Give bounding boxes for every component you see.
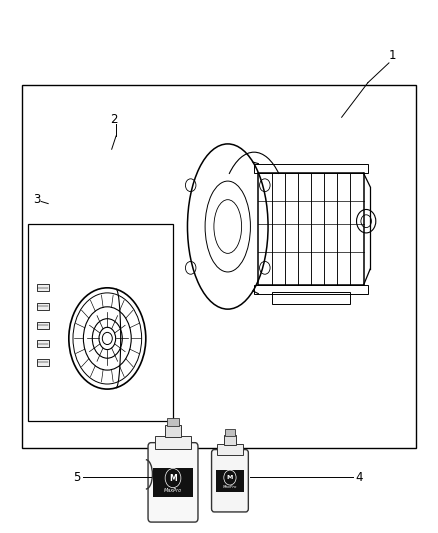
- Bar: [37, 341, 49, 348]
- Bar: [167, 418, 179, 426]
- Text: MaxPro: MaxPro: [164, 488, 182, 494]
- Bar: [254, 164, 368, 173]
- Bar: [155, 436, 191, 449]
- Bar: [37, 359, 49, 366]
- Bar: [153, 468, 193, 497]
- Text: M: M: [169, 474, 177, 482]
- Bar: [217, 445, 243, 455]
- Bar: [258, 173, 364, 285]
- FancyBboxPatch shape: [212, 450, 248, 512]
- Bar: [37, 285, 49, 291]
- Text: MaxPro: MaxPro: [223, 485, 237, 489]
- Bar: [272, 292, 350, 304]
- Text: M: M: [227, 475, 233, 480]
- Text: 4: 4: [355, 471, 363, 483]
- Bar: [225, 430, 235, 436]
- Bar: [37, 303, 49, 310]
- Bar: [254, 285, 368, 294]
- Text: 3: 3: [34, 193, 41, 206]
- Text: 5: 5: [73, 471, 80, 483]
- Bar: [224, 435, 236, 445]
- Text: 2: 2: [110, 114, 118, 126]
- Bar: [37, 321, 49, 328]
- Text: 1: 1: [388, 50, 396, 62]
- Bar: [28, 224, 173, 421]
- Bar: [216, 470, 244, 492]
- FancyBboxPatch shape: [148, 442, 198, 522]
- Bar: [22, 85, 416, 448]
- Bar: [165, 425, 181, 437]
